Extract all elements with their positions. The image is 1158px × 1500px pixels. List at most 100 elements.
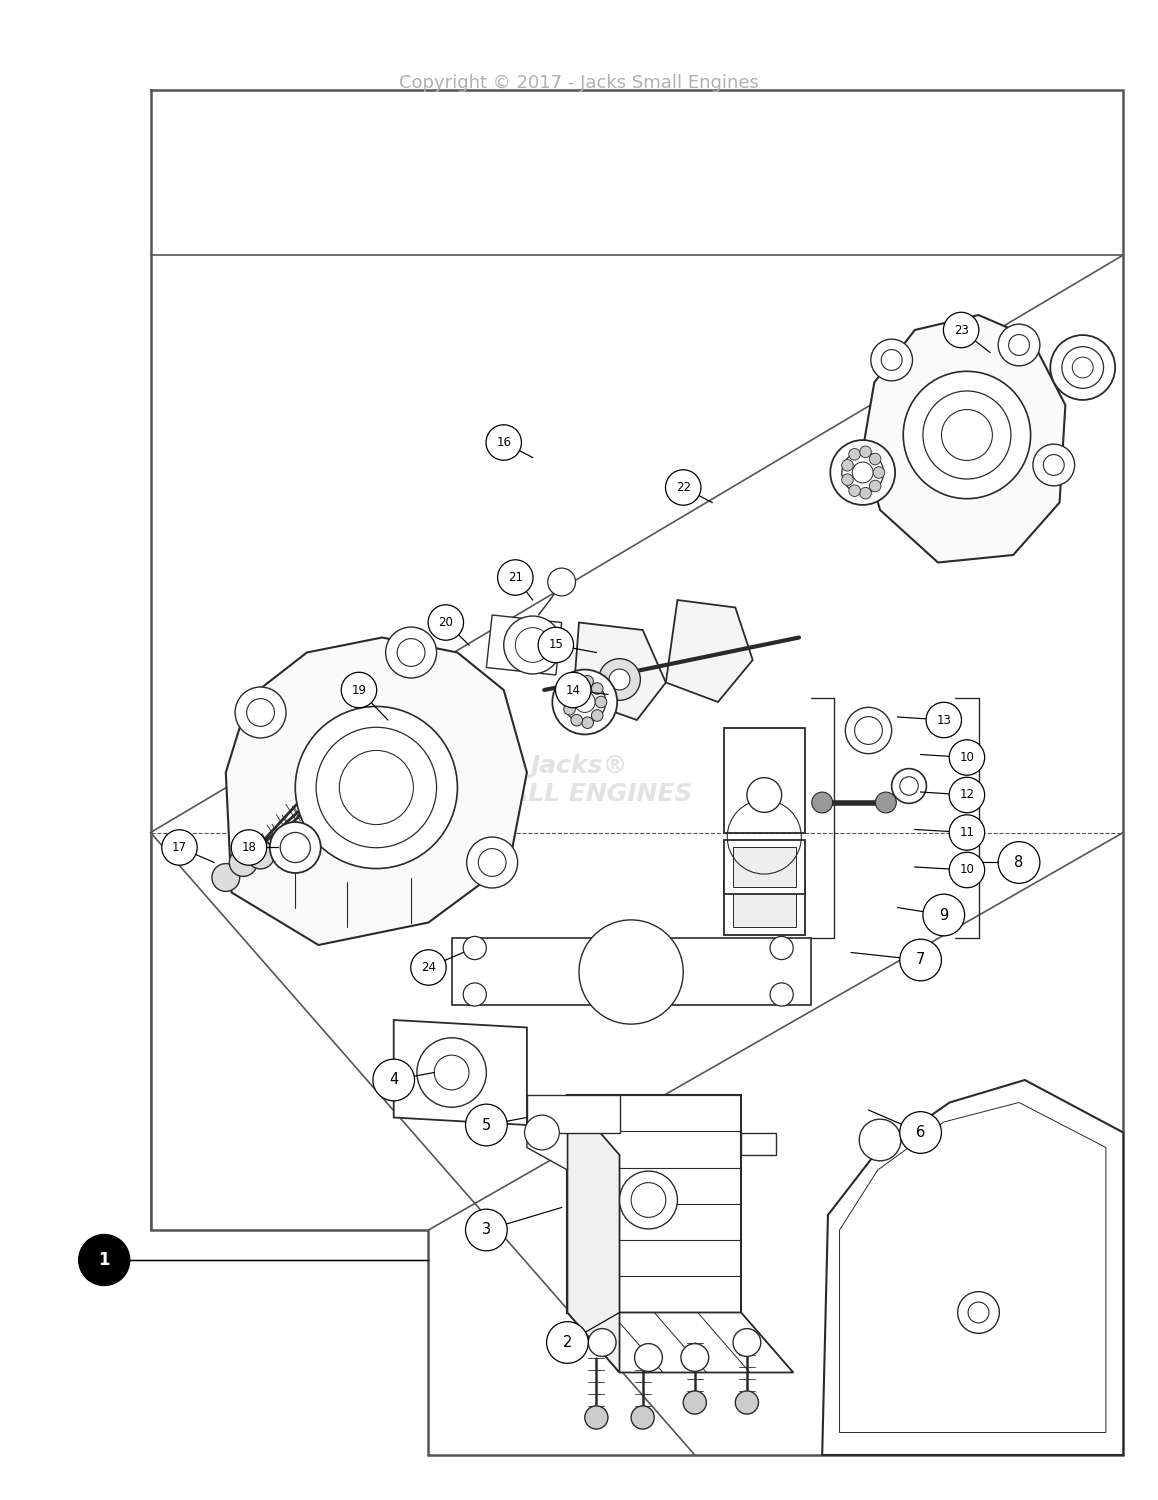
Circle shape [556,672,591,708]
Circle shape [923,894,965,936]
Circle shape [900,777,918,795]
Circle shape [859,488,871,500]
Circle shape [950,740,984,776]
Polygon shape [733,888,796,927]
Circle shape [631,1182,666,1218]
Text: Jacks®
SMALL ENGINES: Jacks® SMALL ENGINES [466,754,692,806]
Circle shape [486,424,521,460]
Text: 3: 3 [482,1222,491,1238]
Text: 10: 10 [960,864,974,876]
Circle shape [515,627,550,663]
Circle shape [588,1329,616,1356]
Circle shape [339,750,413,825]
Circle shape [998,324,1040,366]
Circle shape [950,777,984,813]
Text: 10: 10 [960,752,974,764]
Circle shape [463,982,486,1006]
Circle shape [564,681,606,723]
Circle shape [397,639,425,666]
Circle shape [683,1390,706,1414]
Circle shape [504,616,562,674]
Text: 19: 19 [352,684,366,696]
Circle shape [463,936,486,960]
Polygon shape [567,1312,793,1372]
Circle shape [812,792,833,813]
Polygon shape [226,638,527,945]
Circle shape [849,484,860,496]
Polygon shape [724,880,805,934]
Text: 1: 1 [98,1251,110,1269]
Circle shape [417,1038,486,1107]
Circle shape [599,658,640,700]
Circle shape [548,568,576,596]
Circle shape [620,1172,677,1228]
Bar [724,728,805,833]
Circle shape [635,1344,662,1371]
Circle shape [1050,334,1115,400]
Polygon shape [724,840,805,894]
Circle shape [229,849,257,876]
Circle shape [270,822,321,873]
Circle shape [735,1390,758,1414]
Circle shape [875,792,896,813]
Circle shape [592,710,603,722]
Circle shape [525,1114,559,1150]
Circle shape [295,706,457,868]
Circle shape [411,950,446,986]
Circle shape [235,687,286,738]
Text: 1: 1 [98,1251,110,1269]
Circle shape [859,446,871,458]
Circle shape [342,672,376,708]
Circle shape [968,1302,989,1323]
Circle shape [574,692,595,712]
Circle shape [571,714,582,726]
Circle shape [881,350,902,370]
Polygon shape [567,1095,620,1372]
Circle shape [316,728,437,848]
Circle shape [1072,357,1093,378]
Circle shape [944,312,979,348]
Text: 5: 5 [482,1118,491,1132]
Circle shape [666,470,701,506]
Circle shape [747,777,782,813]
Polygon shape [452,938,811,1005]
Text: 7: 7 [916,952,925,968]
Circle shape [478,849,506,876]
Circle shape [466,1209,507,1251]
Circle shape [609,669,630,690]
Circle shape [845,708,892,753]
Polygon shape [822,1080,1123,1455]
Circle shape [941,410,992,460]
Polygon shape [666,600,753,702]
Text: 8: 8 [1014,855,1024,870]
Polygon shape [733,847,796,886]
Circle shape [1009,334,1029,356]
Text: 2: 2 [563,1335,572,1350]
Circle shape [681,1344,709,1371]
Circle shape [852,462,873,483]
Circle shape [585,1406,608,1429]
Circle shape [466,1104,507,1146]
Circle shape [280,833,310,862]
Circle shape [859,1119,901,1161]
Text: 16: 16 [497,436,511,448]
Circle shape [631,1406,654,1429]
Circle shape [581,675,593,687]
Text: 14: 14 [566,684,580,696]
Circle shape [592,682,603,694]
Circle shape [892,768,926,804]
Text: 21: 21 [508,572,522,584]
Circle shape [900,939,941,981]
Polygon shape [741,1132,776,1155]
Circle shape [595,696,607,708]
Circle shape [1043,454,1064,476]
Circle shape [571,678,582,690]
Circle shape [849,448,860,460]
Circle shape [770,936,793,960]
Text: 22: 22 [676,482,690,494]
Circle shape [1033,444,1075,486]
Text: 23: 23 [954,324,968,336]
Circle shape [373,1059,415,1101]
Circle shape [870,453,881,465]
Text: 20: 20 [439,616,453,628]
